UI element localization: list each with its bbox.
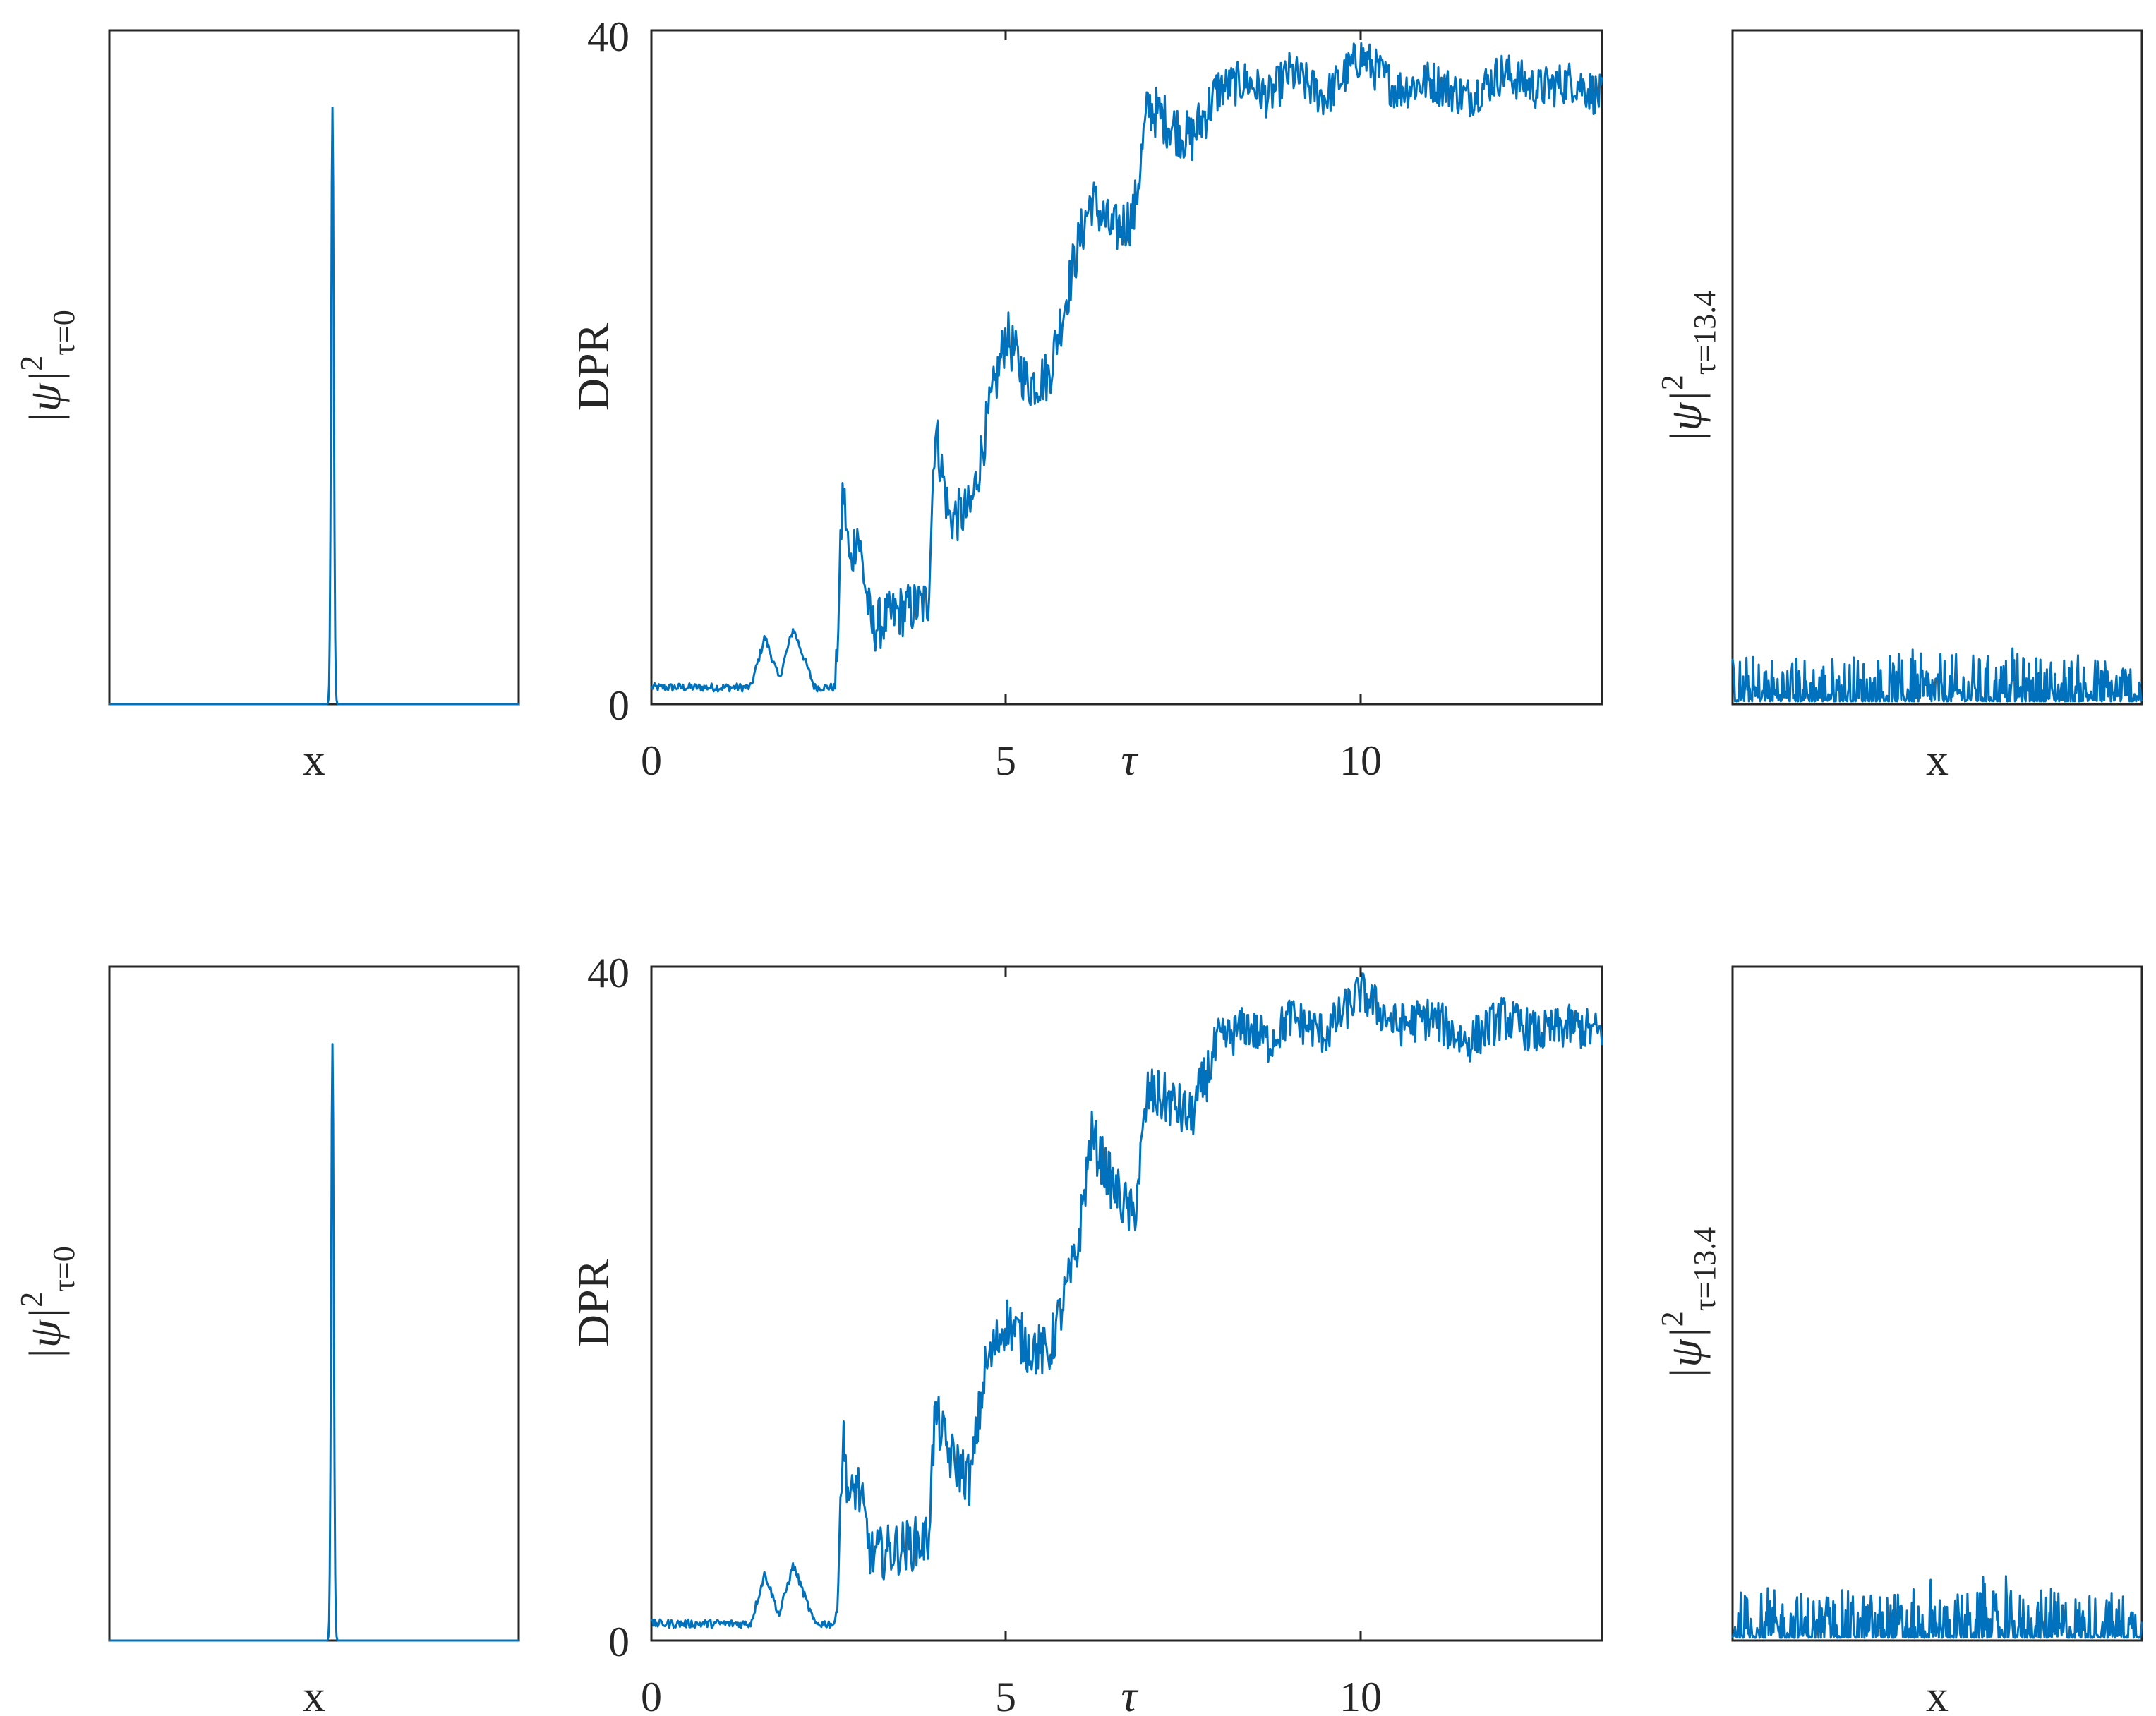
psi-final-trace [1731,647,2143,703]
x-tick-label: 10 [1339,1674,1382,1716]
tau-axis-label: τ [1121,1671,1139,1716]
x-tick-label: 0 [641,1674,662,1716]
panel-top-left: x |ψ|2τ=0 [14,29,520,785]
y-tick-label: 40 [587,13,630,60]
psi-final-trace [1731,1575,2143,1639]
psi-sup: 2 [1655,375,1690,390]
psi-t134-axis-label: |ψ|2τ=13.4 [1655,291,1722,443]
panel-bottom-middle: 0 5 10 0 40 τ DPR [568,950,1603,1716]
panel-top-middle: 0 5 10 0 40 τ DPR [568,13,1603,785]
axes-frame [108,965,520,1642]
y-tick-label: 40 [587,950,630,996]
x-tick-label: 5 [995,1674,1016,1716]
psi-sub: τ=13.4 [1687,1227,1722,1312]
panel-bottom-left: x |ψ|2τ=0 [14,965,520,1716]
psi-symbol: |ψ| [20,371,70,424]
psi-symbol: |ψ| [1661,390,1711,443]
x-axis-label: x [1926,735,1949,785]
axes-frame [650,29,1603,706]
psi-initial-trace [109,107,519,706]
x-tick-label: 5 [995,737,1016,784]
dpr-trace [650,972,1603,1629]
psi-sub: τ=13.4 [1687,291,1722,375]
psi-symbol: |ψ| [20,1307,70,1360]
psi-sup: 2 [1655,1311,1690,1327]
psi-initial-trace [109,1043,519,1642]
tau-axis-label: τ [1121,735,1139,785]
y-tick-label: 0 [608,682,630,729]
psi-sup: 2 [14,1292,49,1307]
psi-t0-axis-label: |ψ|2τ=0 [14,1246,81,1360]
psi-t134-axis-label: |ψ|2τ=13.4 [1655,1227,1722,1379]
axes-frame [108,29,520,706]
x-tick-label: 0 [641,737,662,784]
x-axis-label: x [1926,1671,1949,1716]
x-tick-label: 10 [1339,737,1382,784]
psi-sub: τ=0 [47,1246,81,1292]
psi-symbol: |ψ| [1661,1327,1711,1379]
x-axis-label: x [303,735,325,785]
axes-frame [650,965,1603,1642]
panel-top-right: x |ψ|2τ=13.4 [1655,29,2143,785]
axes-frame [1731,965,2143,1642]
axes-frame [1731,29,2143,706]
y-tick-label: 0 [608,1619,630,1665]
panel-bottom-right: x |ψ|2τ=13.4 [1655,965,2143,1716]
dpr-axis-label: DPR [568,1259,618,1347]
psi-sub: τ=0 [47,310,81,356]
psi-sup: 2 [14,356,49,371]
psi-t0-axis-label: |ψ|2τ=0 [14,310,81,423]
dpr-trace [650,42,1603,693]
dpr-axis-label: DPR [568,322,618,411]
x-axis-label: x [303,1671,325,1716]
